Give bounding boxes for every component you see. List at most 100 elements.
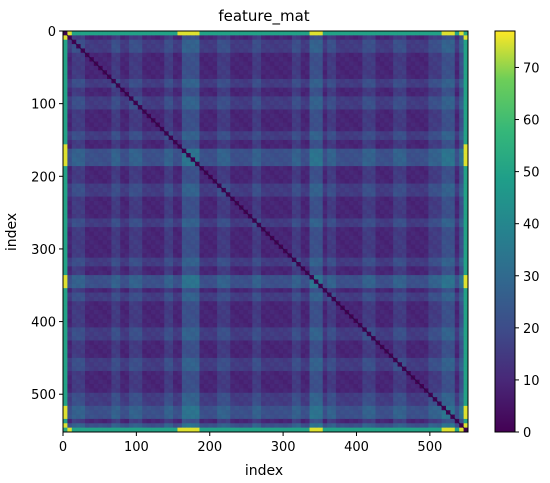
heatmap-cell — [102, 105, 108, 110]
heatmap-cell — [459, 131, 464, 136]
heatmap-cell — [146, 148, 152, 154]
heatmap-cell — [331, 52, 337, 58]
heatmap-cell — [269, 109, 275, 115]
heatmap-cell — [261, 39, 266, 45]
heatmap-cell — [190, 122, 196, 128]
heatmap-cell — [305, 257, 310, 263]
heatmap-cell — [261, 205, 266, 211]
heatmap-cell — [93, 192, 99, 197]
heatmap-cell — [129, 218, 134, 224]
heatmap-cell — [401, 131, 407, 136]
heatmap-cell — [371, 153, 376, 158]
heatmap-cell — [454, 174, 460, 180]
heatmap-cell — [256, 52, 262, 58]
heatmap-cell — [195, 192, 200, 197]
heatmap-cell — [305, 235, 310, 241]
heatmap-cell — [375, 100, 381, 106]
heatmap-cell — [93, 200, 99, 206]
heatmap-cell — [195, 122, 200, 128]
heatmap-cell — [76, 96, 81, 102]
heatmap-cell — [173, 113, 178, 119]
heatmap-cell — [410, 139, 416, 145]
heatmap-cell — [142, 257, 147, 263]
heatmap-cell — [256, 205, 262, 211]
heatmap-cell — [406, 39, 412, 45]
heatmap-cell — [423, 244, 429, 250]
heatmap-cell — [410, 157, 416, 163]
heatmap-cell — [353, 262, 359, 267]
heatmap-cell — [173, 122, 178, 128]
heatmap-cell — [357, 235, 363, 241]
heatmap-cell — [287, 257, 293, 263]
heatmap-cell — [384, 257, 390, 263]
heatmap-cell — [344, 200, 350, 206]
heatmap-cell — [419, 157, 425, 163]
heatmap-cell — [388, 244, 394, 250]
heatmap-cell — [393, 65, 398, 71]
heatmap-cell — [291, 126, 297, 132]
heatmap-cell — [327, 57, 332, 62]
heatmap-cell — [327, 157, 332, 163]
heatmap-cell — [129, 214, 134, 219]
heatmap-cell — [168, 78, 174, 84]
heatmap-cell — [115, 109, 121, 115]
heatmap-cell — [76, 31, 81, 36]
heatmap-cell — [423, 105, 429, 110]
heatmap-cell — [296, 183, 302, 189]
heatmap-cell — [331, 131, 337, 136]
heatmap-cell — [344, 253, 350, 258]
heatmap-cell — [120, 170, 125, 176]
heatmap-cell — [362, 44, 368, 49]
heatmap-cell — [432, 187, 438, 193]
heatmap-cell — [327, 31, 332, 36]
heatmap-cell — [177, 200, 183, 206]
heatmap-cell — [379, 192, 385, 197]
heatmap-cell — [155, 144, 161, 150]
heatmap-cell — [195, 135, 200, 141]
heatmap-cell — [287, 65, 293, 71]
heatmap-cell — [445, 157, 451, 163]
heatmap-cell — [384, 222, 390, 228]
heatmap-cell — [247, 70, 253, 75]
heatmap-cell — [186, 131, 192, 136]
heatmap-cell — [318, 240, 324, 245]
heatmap-cell — [384, 179, 390, 184]
heatmap-cell — [159, 109, 165, 115]
heatmap-cell — [353, 183, 359, 189]
heatmap-cell — [124, 209, 130, 215]
heatmap-cell — [371, 187, 376, 193]
heatmap-cell — [437, 83, 442, 89]
heatmap-cell — [186, 244, 192, 250]
heatmap-cell — [98, 100, 103, 106]
heatmap-cell — [335, 78, 341, 84]
heatmap-cell — [199, 144, 205, 150]
heatmap-cell — [89, 257, 95, 263]
heatmap-cell — [230, 131, 236, 136]
heatmap-cell — [133, 52, 139, 58]
heatmap-cell — [155, 192, 161, 197]
heatmap-cell — [234, 31, 240, 36]
heatmap-cell — [437, 235, 442, 241]
heatmap-cell — [432, 144, 438, 150]
heatmap-cell — [419, 240, 425, 245]
heatmap-cell — [318, 166, 324, 171]
heatmap-cell — [283, 83, 288, 89]
heatmap-cell — [296, 244, 302, 250]
heatmap-cell — [362, 174, 368, 180]
heatmap-cell — [450, 144, 456, 150]
heatmap-cell — [401, 83, 407, 89]
heatmap-cell — [415, 65, 420, 71]
heatmap-cell — [428, 200, 434, 206]
heatmap-cell — [243, 200, 249, 206]
heatmap-cell — [357, 157, 363, 163]
heatmap-cell — [454, 240, 460, 245]
heatmap-cell — [111, 96, 117, 102]
heatmap-cell — [155, 257, 161, 263]
heatmap-cell — [115, 209, 121, 215]
heatmap-cell — [362, 153, 368, 158]
heatmap-cell — [212, 100, 218, 106]
heatmap-cell — [265, 100, 271, 106]
heatmap-cell — [296, 96, 302, 102]
heatmap-cell — [335, 196, 341, 202]
heatmap-cell — [212, 48, 218, 54]
